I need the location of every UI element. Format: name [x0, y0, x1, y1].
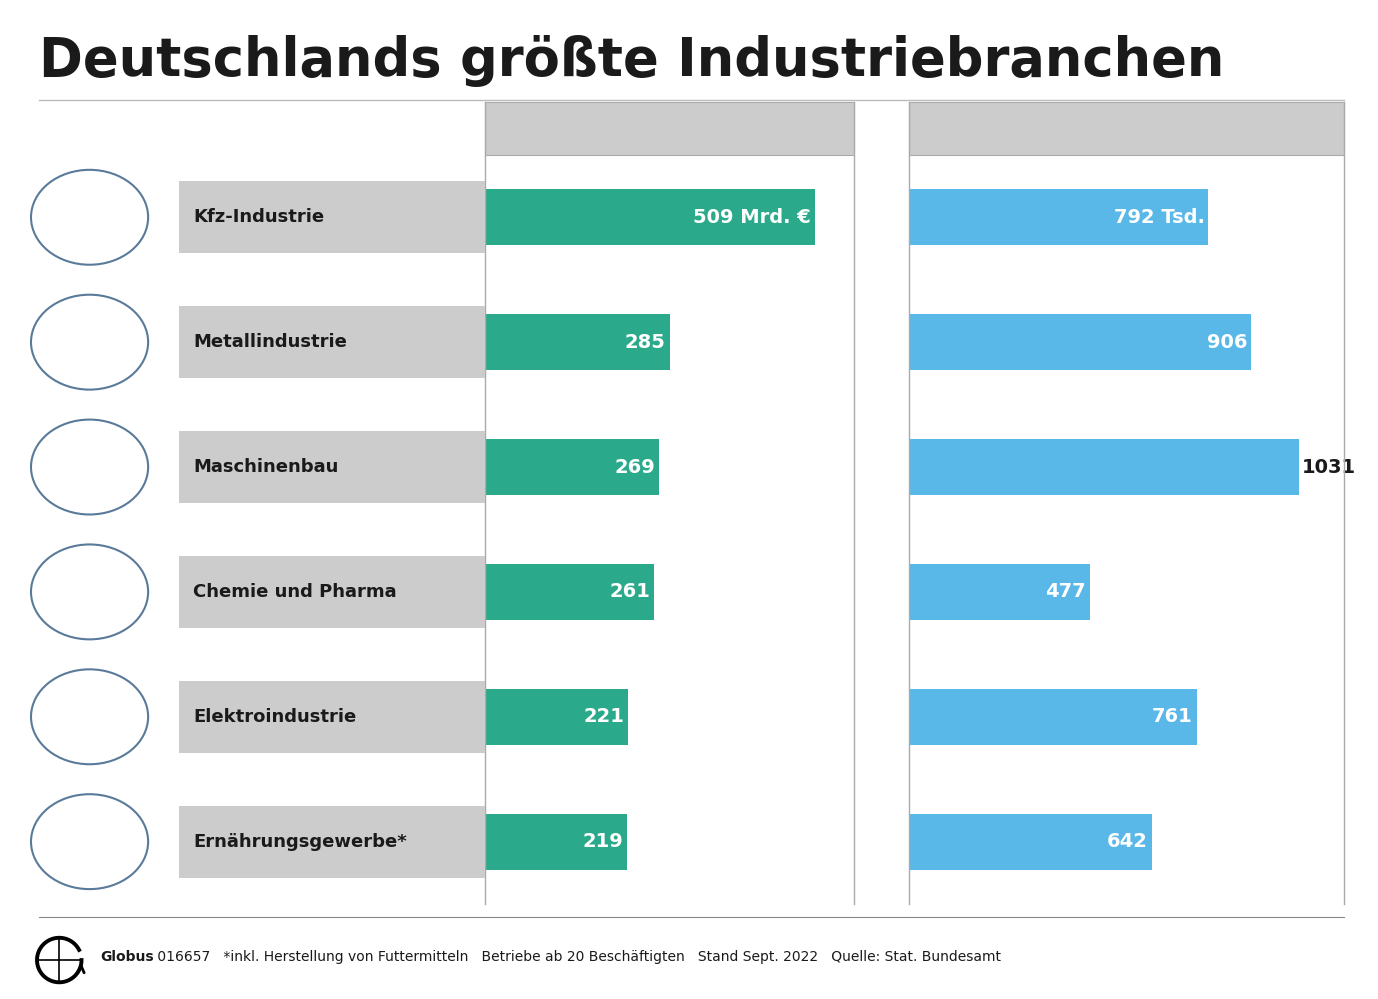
Text: Deutschlands größte Industriebranchen: Deutschlands größte Industriebranchen — [39, 35, 1224, 87]
Text: 285: 285 — [626, 333, 666, 352]
Text: 261: 261 — [609, 582, 650, 601]
Text: Beschäftigte: Beschäftigte — [1057, 119, 1196, 138]
Bar — [485, 314, 670, 371]
Bar — [485, 563, 655, 620]
Bar — [485, 189, 814, 246]
Text: 642: 642 — [1107, 832, 1148, 851]
Text: Ernährungsgewerbe*: Ernährungsgewerbe* — [193, 832, 407, 851]
Text: 219: 219 — [583, 832, 623, 851]
Text: Maschinenbau: Maschinenbau — [193, 458, 338, 477]
Bar — [909, 563, 1090, 620]
Text: Beschäftigte in Tausend: Beschäftigte in Tausend — [1010, 119, 1243, 138]
Text: Globus: Globus — [101, 950, 154, 964]
Text: Umsatz in Milliarden Euro: Umsatz in Milliarden Euro — [546, 119, 794, 138]
Bar — [909, 314, 1251, 371]
Bar — [909, 813, 1152, 870]
Bar — [909, 688, 1196, 745]
Bar — [485, 688, 628, 745]
Text: 761: 761 — [1152, 707, 1193, 726]
Bar — [909, 189, 1209, 246]
Text: 221: 221 — [583, 707, 624, 726]
Text: 1031: 1031 — [1302, 458, 1356, 477]
Text: Kfz-Industrie: Kfz-Industrie — [193, 208, 324, 227]
Bar — [485, 813, 627, 870]
Text: 477: 477 — [1045, 582, 1086, 601]
Text: Metallindustrie: Metallindustrie — [193, 333, 347, 352]
Text: Elektroindustrie: Elektroindustrie — [193, 707, 356, 726]
Text: 509 Mrd. €: 509 Mrd. € — [693, 208, 810, 227]
Text: 269: 269 — [615, 458, 656, 477]
Bar — [909, 439, 1298, 496]
Text: 016657   *inkl. Herstellung von Futtermitteln   Betriebe ab 20 Beschäftigten   S: 016657 *inkl. Herstellung von Futtermitt… — [153, 950, 1000, 964]
Text: Chemie und Pharma: Chemie und Pharma — [193, 582, 397, 601]
Text: Umsatz: Umsatz — [630, 119, 710, 138]
Text: 906: 906 — [1207, 333, 1247, 352]
Bar — [485, 439, 659, 496]
Text: 792 Tsd.: 792 Tsd. — [1113, 208, 1204, 227]
